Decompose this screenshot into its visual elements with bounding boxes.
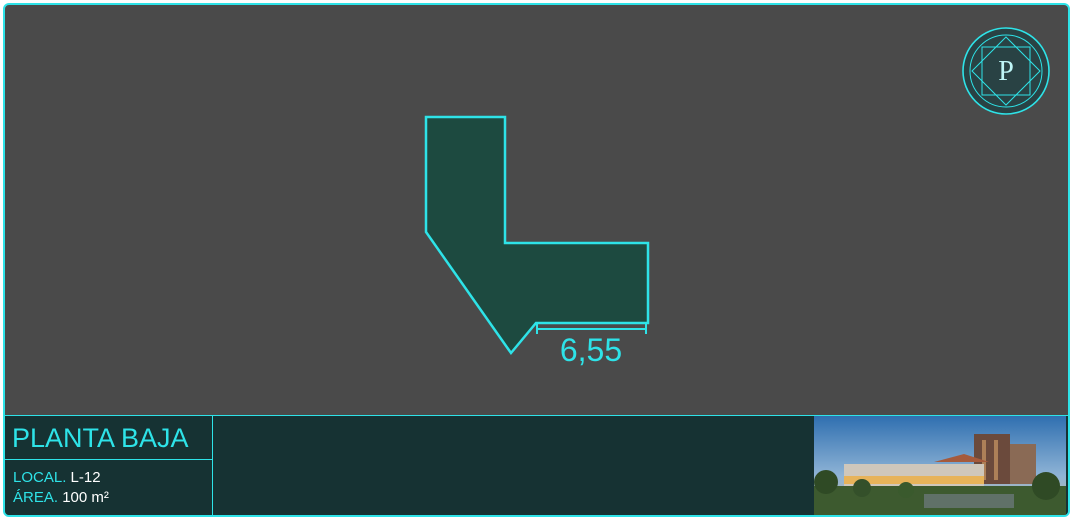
area-label: ÁREA. xyxy=(13,489,59,506)
info-bar: PLANTA BAJA LOCAL. L-12 ÁREA. 100 m² xyxy=(5,415,1068,516)
floor-plan: 6,55 xyxy=(424,115,650,368)
unit-info-panel: PLANTA BAJA LOCAL. L-12 ÁREA. 100 m² xyxy=(5,416,213,515)
dimension-line xyxy=(536,324,647,334)
floor-plan-card: 6,55 P PLANTA BAJA LOCAL. L-12 ÁREA. 100… xyxy=(3,3,1070,517)
local-value: L-12 xyxy=(70,469,101,486)
logo-letter: P xyxy=(998,56,1014,87)
area-row: ÁREA. 100 m² xyxy=(13,488,212,508)
building-rendering-image[interactable] xyxy=(814,416,1066,516)
local-label: LOCAL. xyxy=(13,469,67,486)
local-row: LOCAL. L-12 xyxy=(13,468,212,488)
dimension-label: 6,55 xyxy=(560,332,622,368)
brand-logo-icon[interactable]: P xyxy=(960,25,1052,117)
local-unit-shape[interactable] xyxy=(424,115,650,356)
area-value: 100 m² xyxy=(62,489,109,506)
floor-title: PLANTA BAJA xyxy=(5,416,212,460)
